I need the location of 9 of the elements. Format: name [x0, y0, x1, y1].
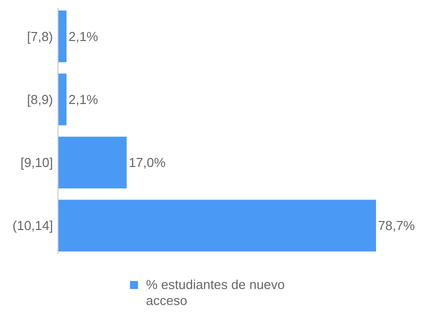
- y-tick-label: (10,14]: [12, 218, 53, 234]
- legend-label: % estudiantes de nuevo acceso: [146, 277, 285, 308]
- data-label: 2,1%: [68, 92, 99, 108]
- y-tick-label: [8,9): [26, 92, 53, 108]
- y-tick-label: [7,8): [26, 28, 53, 44]
- data-label: 2,1%: [68, 28, 99, 44]
- data-label: 17,0%: [128, 155, 166, 170]
- y-tick-label: [9,10]: [20, 155, 53, 170]
- data-label: 78,7%: [378, 218, 416, 234]
